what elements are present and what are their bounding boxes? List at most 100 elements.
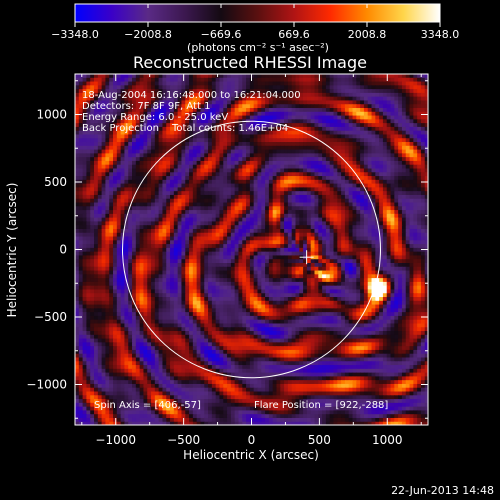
heatmap-cell [276, 104, 281, 109]
heatmap-cell [299, 134, 304, 139]
heatmap-cell [105, 191, 110, 196]
heatmap-cell [310, 266, 316, 272]
heatmap-cell [291, 236, 297, 241]
heatmap-cell [132, 172, 137, 177]
heatmap-cell [367, 108, 373, 113]
heatmap-cell [196, 172, 202, 177]
heatmap-cell [223, 123, 228, 128]
heatmap-cell [189, 104, 194, 109]
heatmap-cell [234, 164, 240, 170]
heatmap-cell [200, 194, 205, 200]
heatmap-cell [382, 172, 388, 177]
heatmap-cell [94, 172, 99, 177]
heatmap-cell [181, 89, 186, 94]
heatmap-cell [284, 134, 289, 139]
heatmap-cell [75, 108, 80, 113]
heatmap-cell [246, 251, 251, 257]
heatmap-cell [284, 149, 289, 154]
heatmap-cell [280, 74, 285, 79]
heatmap-cell [86, 172, 91, 177]
heatmap-cell [253, 96, 259, 102]
heatmap-cell [86, 123, 91, 128]
heatmap-cell [147, 89, 152, 94]
heatmap-cell [310, 149, 316, 154]
heatmap-cell [97, 183, 103, 188]
heatmap-cell [135, 202, 141, 207]
heatmap-cell [158, 149, 164, 154]
heatmap-cell [82, 221, 87, 226]
heatmap-cell [287, 74, 293, 79]
heatmap-cell [86, 130, 91, 136]
heatmap-cell [261, 164, 266, 170]
heatmap-cell [341, 92, 346, 98]
heatmap-cell [208, 111, 213, 117]
heatmap-cell [325, 89, 331, 94]
heatmap-cell [356, 134, 361, 139]
heatmap-cell [200, 142, 205, 147]
heatmap-cell [219, 266, 224, 272]
heatmap-cell [405, 221, 411, 226]
heatmap-cell [120, 77, 126, 83]
heatmap-cell [424, 255, 428, 260]
heatmap-cell [424, 259, 428, 264]
heatmap-cell [211, 198, 217, 204]
heatmap-cell [82, 255, 87, 260]
heatmap-cell [337, 89, 342, 94]
heatmap-cell [116, 266, 122, 272]
heatmap-cell [390, 176, 395, 181]
heatmap-cell [97, 225, 103, 230]
heatmap-cell [143, 236, 148, 241]
heatmap-cell [261, 206, 266, 211]
heatmap-cell [314, 236, 319, 241]
heatmap-cell [181, 153, 186, 158]
heatmap-cell [375, 172, 380, 177]
heatmap-cell [356, 172, 361, 177]
heatmap-cell [132, 274, 137, 279]
heatmap-cell [295, 247, 300, 253]
heatmap-cell [223, 160, 228, 166]
heatmap-cell [200, 100, 205, 105]
heatmap-cell [272, 244, 278, 249]
heatmap-cell [242, 183, 247, 188]
heatmap-cell [223, 119, 228, 124]
heatmap-cell [348, 164, 354, 170]
heatmap-cell [405, 240, 411, 245]
heatmap-cell [352, 251, 357, 257]
heatmap-cell [413, 142, 418, 147]
heatmap-cell [341, 126, 346, 132]
heatmap-cell [401, 206, 407, 211]
heatmap-cell [424, 263, 428, 268]
heatmap-cell [382, 123, 388, 128]
heatmap-cell [394, 202, 399, 207]
heatmap-cell [97, 134, 103, 139]
heatmap-cell [261, 134, 266, 139]
heatmap-cell [189, 153, 194, 158]
heatmap-cell [375, 213, 380, 219]
heatmap-cell [189, 232, 194, 238]
heatmap-cell [204, 153, 209, 158]
heatmap-cell [382, 259, 388, 264]
heatmap-cell [310, 179, 316, 185]
heatmap-cell [128, 179, 133, 185]
heatmap-cell [162, 115, 167, 120]
heatmap-cell [242, 266, 247, 272]
heatmap-cell [417, 85, 422, 90]
heatmap-cell [371, 92, 376, 98]
heatmap-cell [200, 206, 205, 211]
heatmap-cell [177, 164, 183, 170]
heatmap-cell [185, 157, 190, 162]
heatmap-cell [356, 202, 361, 207]
heatmap-cell [314, 194, 319, 200]
heatmap-cell [295, 92, 300, 98]
heatmap-cell [94, 130, 99, 136]
heatmap-cell [181, 210, 186, 215]
heatmap-cell [101, 244, 107, 249]
heatmap-cell [147, 126, 152, 132]
heatmap-cell [405, 149, 411, 154]
heatmap-cell [382, 202, 388, 207]
heatmap-cell [151, 176, 156, 181]
heatmap-cell [223, 164, 228, 170]
heatmap-cell [398, 142, 403, 147]
heatmap-cell [158, 259, 164, 264]
heatmap-cell [105, 213, 110, 219]
